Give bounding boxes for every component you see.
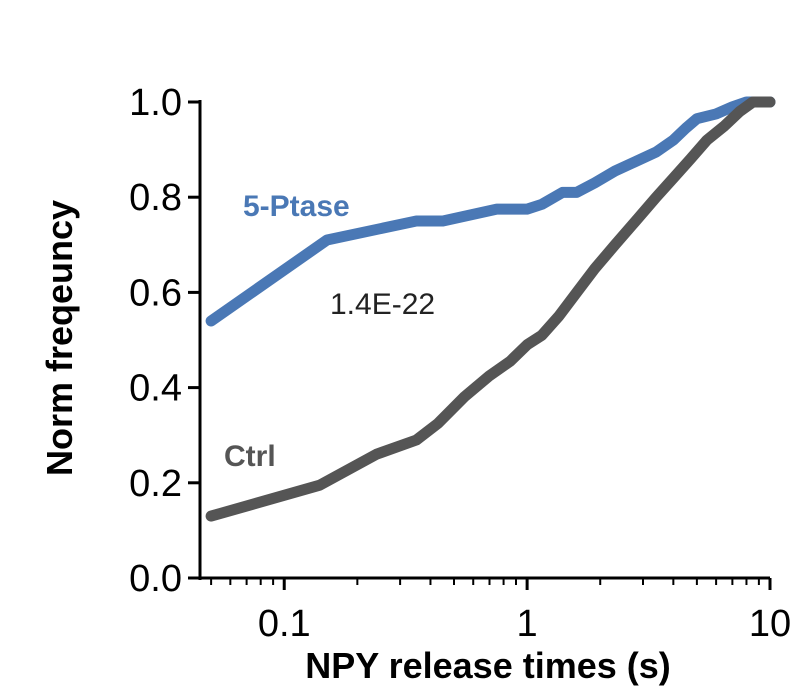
- y-axis-title: Norm freqeuncy: [39, 200, 80, 476]
- x-tick-label: 0.1: [258, 603, 311, 645]
- y-tick-label: 0.0: [129, 558, 182, 600]
- y-axis: 0.0 0.2 0.4 0.6 0.8 1.0: [129, 82, 202, 600]
- x-axis-title: NPY release times (s): [305, 645, 671, 686]
- plot-lines: [205, 96, 776, 522]
- y-tick-label: 0.8: [129, 177, 182, 219]
- y-tick-label: 1.0: [129, 82, 182, 124]
- p-value-annotation: 1.4E-22: [330, 288, 435, 321]
- x-tick-label: 1: [517, 603, 538, 645]
- series-line-ctrl: [205, 96, 776, 522]
- x-axis: 0.1 1 10: [198, 576, 791, 645]
- y-tick-label: 0.6: [129, 272, 182, 314]
- series-label-5-ptase: 5-Ptase: [243, 190, 350, 223]
- y-tick-label: 0.4: [129, 368, 182, 410]
- y-tick-label: 0.2: [129, 463, 182, 505]
- x-tick-label: 10: [749, 603, 791, 645]
- series-line-5-ptase: [205, 96, 776, 327]
- series-label-ctrl: Ctrl: [224, 440, 276, 473]
